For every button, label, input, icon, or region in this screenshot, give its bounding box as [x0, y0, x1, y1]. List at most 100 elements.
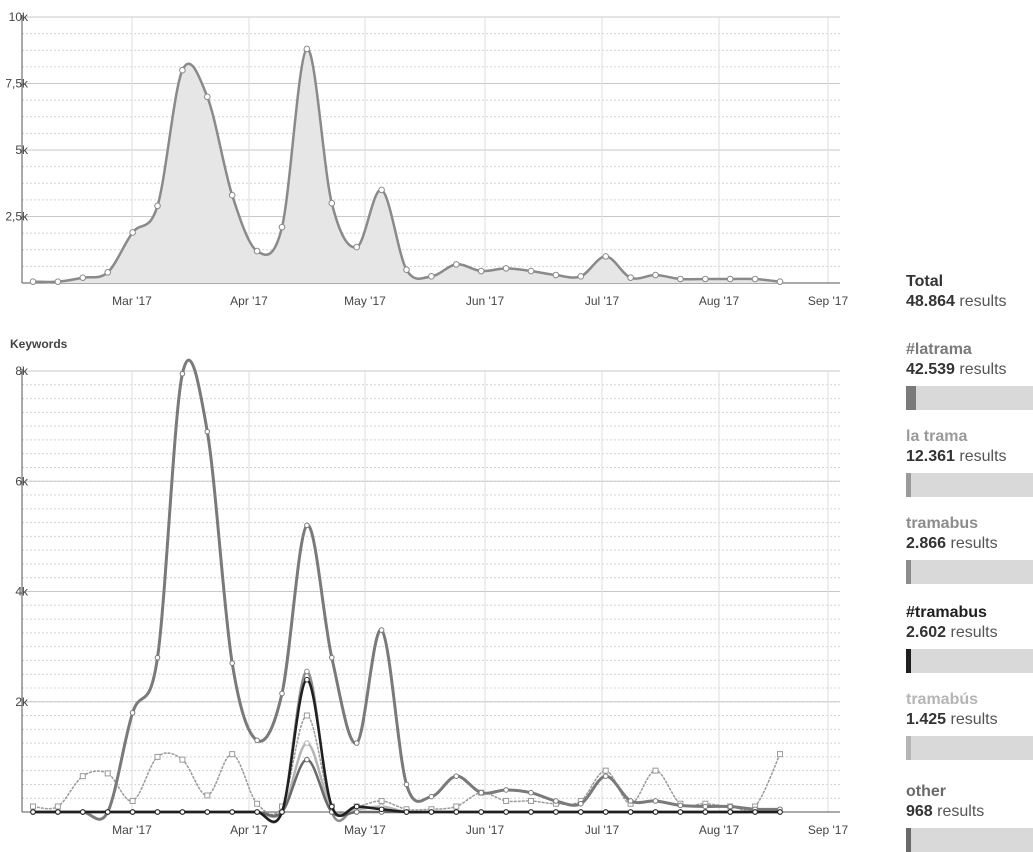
- series-point-latrama[interactable]: [129, 797, 136, 804]
- total-data-point[interactable]: [751, 275, 759, 283]
- total-data-point[interactable]: [79, 274, 87, 281]
- series-point-tramabus[interactable]: [204, 809, 211, 815]
- total-data-point[interactable]: [428, 273, 435, 280]
- total-data-point[interactable]: [54, 278, 62, 285]
- series-point-tramabus[interactable]: [179, 809, 186, 815]
- series-point-latrama[interactable]: [378, 797, 385, 804]
- series-point-latrama[interactable]: [428, 793, 435, 800]
- series-point-latrama[interactable]: [503, 797, 510, 804]
- total-data-point[interactable]: [477, 267, 485, 275]
- series-point-tramabus[interactable]: [752, 809, 758, 815]
- series-point-tramabus[interactable]: [727, 809, 734, 815]
- total-data-point[interactable]: [776, 278, 784, 285]
- series-point-latrama[interactable]: [154, 654, 161, 661]
- series-point-latrama[interactable]: [353, 740, 360, 746]
- series-point-latrama[interactable]: [154, 753, 161, 760]
- series-point-latrama[interactable]: [279, 690, 285, 697]
- keyword-summary[interactable]: tramabús 1.425 results: [906, 690, 1033, 760]
- series-point-tramabus[interactable]: [578, 809, 584, 815]
- series-point-latrama[interactable]: [503, 787, 509, 793]
- total-data-point[interactable]: [627, 274, 634, 281]
- series-point-latrama[interactable]: [528, 789, 534, 796]
- total-data-point[interactable]: [228, 191, 236, 199]
- series-point-tramabus[interactable]: [677, 809, 684, 815]
- series-point-latrama[interactable]: [702, 803, 709, 810]
- series-point-tramabus[interactable]: [453, 809, 460, 815]
- series-point-latrama[interactable]: [104, 770, 111, 777]
- series-point-latrama[interactable]: [229, 751, 236, 758]
- series-point-latrama[interactable]: [453, 803, 460, 810]
- total-data-point[interactable]: [677, 275, 684, 283]
- total-data-point[interactable]: [577, 273, 585, 280]
- series-point-tramabus[interactable]: [777, 809, 783, 815]
- total-data-point[interactable]: [154, 202, 161, 210]
- series-point-other[interactable]: [304, 756, 310, 763]
- series-point-tramabus[interactable]: [129, 809, 136, 815]
- total-data-point[interactable]: [726, 275, 734, 283]
- series-point-latrama[interactable]: [303, 712, 310, 719]
- keyword-summary[interactable]: tramabus 2.866 results: [906, 514, 1033, 584]
- series-point-latrama[interactable]: [54, 803, 61, 810]
- series-point-tramabus[interactable]: [378, 806, 385, 813]
- series-point-latrama[interactable]: [528, 797, 534, 804]
- series-point-latrama[interactable]: [777, 751, 783, 758]
- total-data-point[interactable]: [179, 66, 186, 74]
- series-point-tramabus[interactable]: [154, 809, 161, 815]
- total-data-point[interactable]: [353, 243, 361, 251]
- series-point-latrama[interactable]: [578, 800, 584, 807]
- total-data-point[interactable]: [527, 267, 535, 275]
- series-point-tramabus[interactable]: [104, 809, 111, 815]
- series-point-latrama[interactable]: [378, 627, 385, 633]
- total-data-point[interactable]: [602, 253, 610, 260]
- total-data-point[interactable]: [253, 247, 261, 255]
- series-point-tramabus[interactable]: [528, 809, 534, 815]
- series-point-latrama[interactable]: [254, 737, 260, 744]
- series-point-latrama[interactable]: [30, 803, 36, 810]
- series-point-tramabus[interactable]: [627, 809, 634, 815]
- series-point-latrama[interactable]: [478, 789, 485, 796]
- keyword-summary[interactable]: #tramabus 2.602 results: [906, 603, 1033, 673]
- series-point-tramabus[interactable]: [304, 668, 310, 675]
- series-point-latrama[interactable]: [179, 756, 186, 763]
- series-point-latrama[interactable]: [329, 654, 335, 661]
- keyword-summary[interactable]: la trama 12.361 results: [906, 427, 1033, 497]
- series-point-latrama[interactable]: [652, 767, 659, 774]
- total-data-point[interactable]: [278, 223, 286, 231]
- series-point-tramabus[interactable]: [55, 809, 61, 815]
- series-point-latrama[interactable]: [229, 660, 235, 666]
- series-point-tramabus[interactable]: [353, 803, 360, 810]
- series-point-other[interactable]: [353, 809, 360, 815]
- series-point-tramabus[interactable]: [702, 809, 709, 815]
- series-point-latrama[interactable]: [179, 370, 186, 377]
- series-point-tramabus[interactable]: [30, 809, 36, 815]
- series-point-tramabus[interactable]: [329, 803, 335, 810]
- keyword-summary[interactable]: other 968 results: [906, 782, 1033, 852]
- series-point-latrama[interactable]: [553, 798, 559, 804]
- series-point-tramabus[interactable]: [602, 809, 609, 815]
- series-point-tramabus[interactable]: [428, 809, 435, 815]
- series-point-latrama[interactable]: [453, 773, 460, 779]
- series-point-latrama[interactable]: [677, 802, 684, 809]
- series-point-latrama[interactable]: [727, 803, 734, 810]
- series-point-tramabus[interactable]: [80, 809, 86, 815]
- series-point-tramabs[interactable]: [304, 740, 310, 746]
- series-point-tramabus[interactable]: [254, 809, 260, 815]
- total-data-point[interactable]: [652, 271, 659, 279]
- total-data-point[interactable]: [303, 45, 311, 53]
- series-point-latrama[interactable]: [602, 767, 609, 774]
- series-point-tramabus[interactable]: [403, 809, 410, 815]
- total-data-point[interactable]: [328, 199, 336, 207]
- series-point-latrama[interactable]: [627, 798, 634, 804]
- total-data-point[interactable]: [502, 265, 510, 272]
- series-point-tramabus[interactable]: [279, 809, 285, 815]
- series-point-latrama[interactable]: [129, 709, 136, 716]
- series-point-tramabus[interactable]: [503, 809, 509, 815]
- series-point-latrama[interactable]: [204, 428, 211, 435]
- total-data-point[interactable]: [204, 93, 211, 101]
- series-point-tramabus[interactable]: [478, 809, 485, 815]
- series-point-latrama[interactable]: [403, 781, 410, 788]
- series-point-latrama[interactable]: [204, 792, 211, 799]
- total-data-point[interactable]: [702, 275, 709, 283]
- series-point-latrama[interactable]: [602, 773, 609, 779]
- series-point-tramabus[interactable]: [229, 809, 235, 815]
